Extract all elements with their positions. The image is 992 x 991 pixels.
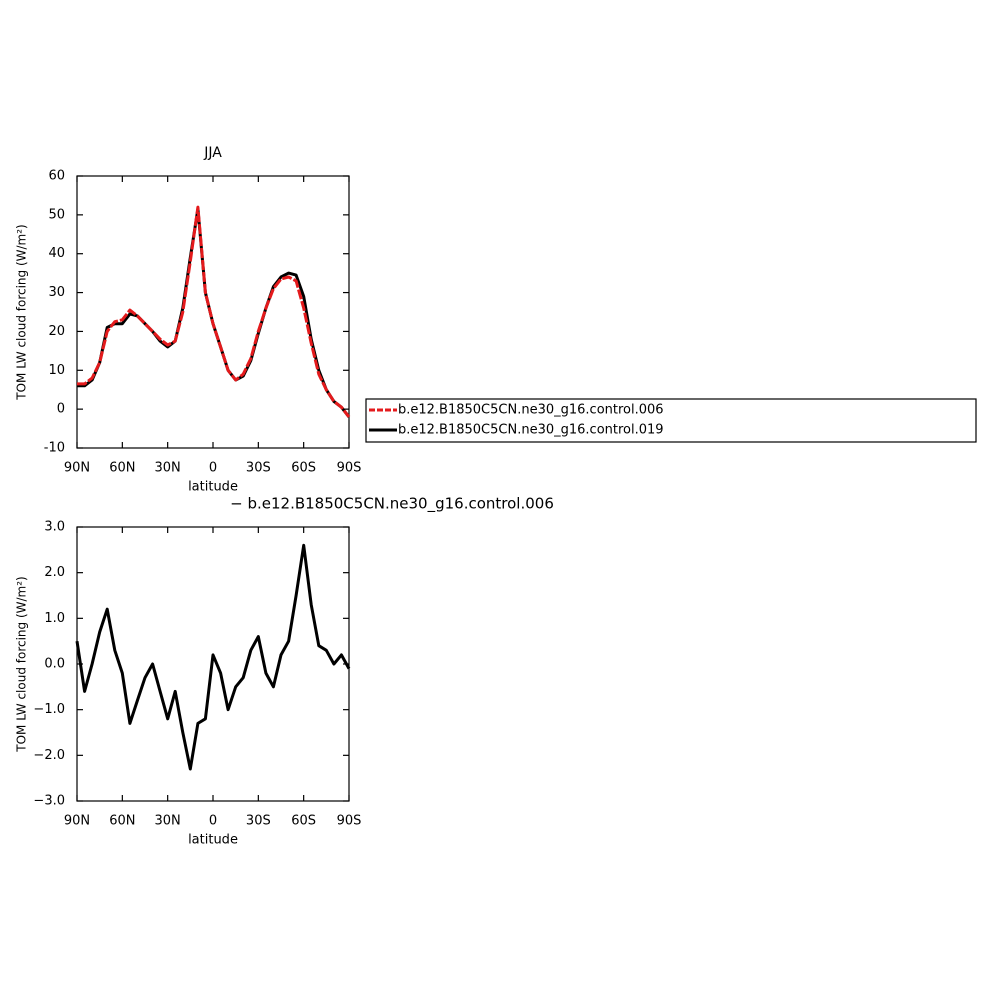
x-tick-label: 60N: [109, 461, 135, 476]
y-tick-label: 30: [48, 285, 65, 300]
x-axis-label: latitude: [188, 833, 238, 848]
data-line: [77, 207, 351, 418]
chart-title: − b.e12.B1850C5CN.ne30_g16.control.006: [230, 495, 554, 514]
y-tick-label: 3.0: [44, 520, 65, 535]
x-tick-label: 90S: [337, 814, 362, 829]
legend-label: b.e12.B1850C5CN.ne30_g16.control.006: [398, 403, 664, 418]
x-axis-label: latitude: [188, 480, 238, 495]
y-tick-label: 50: [48, 207, 65, 222]
y-tick-label: 0: [57, 402, 65, 417]
y-tick-label: 40: [48, 246, 65, 261]
x-tick-label: 0: [209, 814, 217, 829]
x-tick-label: 90N: [64, 461, 90, 476]
x-tick-label: 90N: [64, 814, 90, 829]
data-line: [77, 205, 351, 418]
x-tick-label: 30S: [246, 814, 271, 829]
y-tick-label: 1.0: [44, 611, 65, 626]
x-tick-label: 60S: [291, 814, 316, 829]
y-tick-label: 20: [48, 324, 65, 339]
x-tick-label: 30S: [246, 461, 271, 476]
plot-frame: [76, 175, 350, 449]
x-tick-label: 60S: [291, 461, 316, 476]
y-tick-label: 2.0: [44, 565, 65, 580]
y-tick-label: 60: [48, 169, 65, 184]
y-tick-label: 0.0: [44, 657, 65, 672]
legend-label: b.e12.B1850C5CN.ne30_g16.control.019: [398, 423, 664, 438]
x-tick-label: 30N: [155, 814, 181, 829]
y-tick-label: 10: [48, 363, 65, 378]
x-tick-label: 30N: [155, 461, 181, 476]
x-tick-label: 90S: [337, 461, 362, 476]
y-tick-label: -10: [44, 441, 65, 456]
y-axis-label: TOM LW cloud forcing (W/m²): [15, 224, 29, 401]
y-tick-label: −1.0: [33, 702, 65, 717]
legend-box: [365, 398, 977, 443]
y-axis-label: TOM LW cloud forcing (W/m²): [15, 576, 29, 753]
data-line: [75, 543, 351, 771]
x-tick-label: 0: [209, 461, 217, 476]
chart-title: JJA: [203, 145, 222, 161]
y-tick-label: −3.0: [33, 794, 65, 809]
y-tick-label: −2.0: [33, 748, 65, 763]
x-tick-label: 60N: [109, 814, 135, 829]
